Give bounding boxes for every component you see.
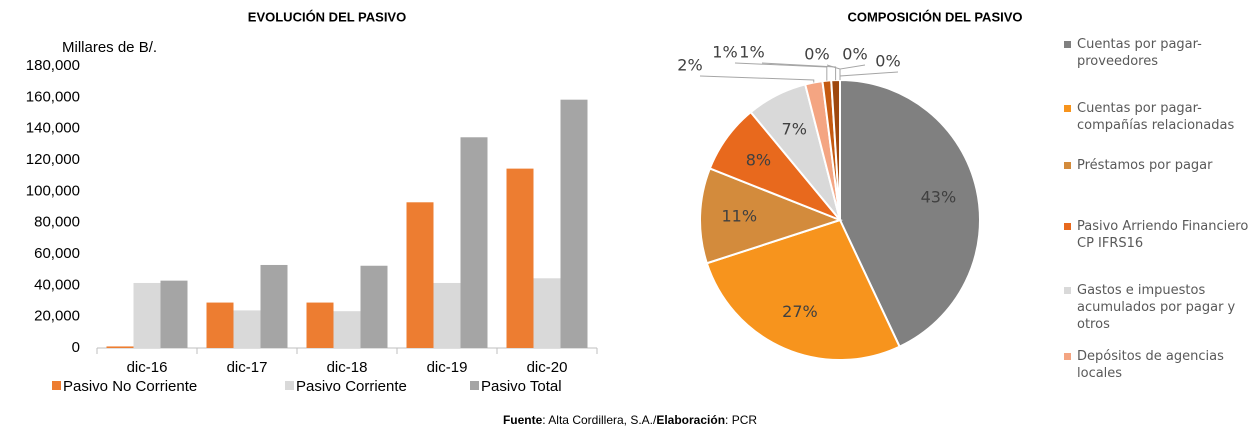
slice-label: 0% [875,52,900,71]
source: Fuente: Alta Cordillera, S.A./Elaboració… [0,413,1260,427]
legend-swatch [1064,287,1071,294]
leader-line [826,64,841,80]
x-tick-label: dic-20 [527,359,568,376]
legend-label: Cuentas por pagar-compañías relacionadas [1077,101,1235,133]
bar [233,310,261,348]
y-tick-label: 40,000 [34,276,80,293]
legend-swatch [1064,105,1071,112]
pie-title: COMPOSICIÓN DEL PASIVO [847,9,1022,24]
legend-label: Pasivo Corriente [296,378,407,395]
leader-line [761,62,837,81]
bar-title: EVOLUCIÓN DEL PASIVO [248,9,406,24]
source-text: : Alta Cordillera, S.A./ [542,413,657,427]
bar [206,302,234,348]
bar [306,302,334,348]
bar [333,311,361,348]
slice-label: 1% [712,43,737,62]
pie-slice [705,218,901,361]
y-tick-label: 80,000 [34,214,80,231]
legend-swatch [1064,162,1071,169]
x-tick-label: dic-19 [427,359,468,376]
legend-swatch [1064,41,1071,48]
legend-label: Depósitos de agencias locales [1077,349,1224,381]
bar [506,168,534,348]
pie-slice [699,167,843,265]
legend-swatch [52,381,61,390]
leader-line [839,71,899,80]
legend-swatch [470,381,479,390]
y-tick-label: 60,000 [34,245,80,262]
bar [560,99,588,348]
legend-label: Pasivo No Corriente [63,378,197,395]
y-tick-label: 100,000 [26,182,80,199]
slice-label: 27% [782,302,818,321]
y-tick-label: 180,000 [26,57,80,74]
x-tick-label: dic-17 [227,359,268,376]
slice-label: 7% [782,120,807,139]
source-label: Elaboración [656,413,726,427]
legend-swatch [1064,223,1071,230]
bar [433,282,461,348]
slice-label: 43% [921,188,957,207]
leader-line [699,75,815,83]
slice-label: 1% [739,43,764,62]
y-axis-label: Millares de B/. [62,39,157,56]
x-tick-label: dic-18 [327,359,368,376]
source-text: : PCR [725,413,758,427]
slice-label: 11% [721,206,757,225]
bar [260,264,288,348]
source-label: Fuente [502,413,543,427]
bar [133,282,161,348]
bar [533,278,561,348]
legend-swatch [1064,353,1071,360]
y-tick-label: 160,000 [26,88,80,105]
bar [160,280,188,348]
leader-line [839,64,866,80]
y-tick-label: 120,000 [26,151,80,168]
y-tick-label: 140,000 [26,120,80,137]
legend-label: Pasivo Arriendo Financiero CP IFRS16 [1077,219,1249,251]
slice-label: 2% [677,56,702,75]
x-tick-label: dic-16 [127,359,168,376]
bar [360,265,388,348]
legend-label: Pasivo Total [481,378,562,395]
pie-slice [839,78,981,349]
y-tick-label: 20,000 [34,308,80,325]
legend-swatch [285,381,294,390]
bar [106,346,134,348]
slice-label: 0% [842,45,867,64]
slice-label: 0% [804,45,829,64]
legend-label: Cuentas por pagar-proveedores [1077,37,1202,69]
y-tick-label: 0 [72,339,80,356]
bar [460,137,488,348]
bar [406,202,434,348]
legend-label: Gastos e impuestos acumulados por pagar … [1077,283,1236,332]
legend-label: Préstamos por pagar [1077,158,1213,173]
slice-label: 8% [746,150,771,169]
